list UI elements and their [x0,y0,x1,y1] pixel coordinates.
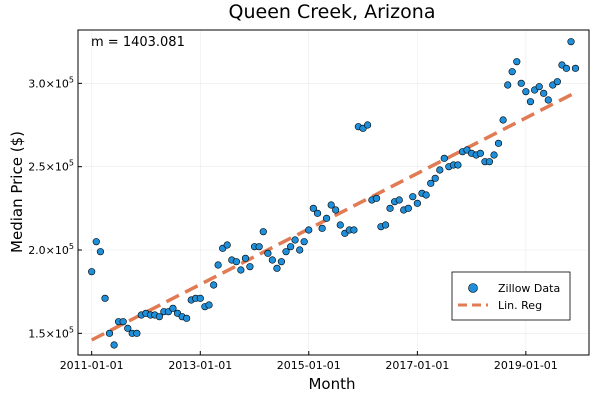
plot-frame [77,29,590,356]
data-point [232,258,240,266]
data-point [223,241,231,249]
data-point [277,258,286,266]
data-point [305,226,313,234]
data-point [332,206,340,214]
x-tick-label: 2011-01-01 [60,359,124,372]
data-point [155,313,164,321]
data-point [350,226,358,234]
y-tick-label: 3.0×105 [28,75,74,90]
data-point [296,246,304,254]
data-points [88,38,580,349]
data-point [300,238,308,246]
data-point [364,121,372,129]
data-point [513,58,521,66]
data-point [381,221,390,229]
data-point [169,304,177,312]
y-axis-ticks: 1.5×105 2.0×105 2.5×105 3.0×105 [28,75,82,340]
data-point [409,193,417,201]
data-point [318,224,326,232]
data-point [508,68,516,76]
slope-annotation: m = 1403.081 [91,35,185,50]
data-point [237,266,245,274]
data-point [413,199,421,207]
data-point [427,179,435,187]
y-tick-label: 2.5×105 [28,159,74,174]
chart-title: Queen Creek, Arizona [229,1,436,23]
x-tick-label: 2015-01-01 [277,359,341,372]
y-axis-label: Median Price ($) [8,131,26,253]
regression-lines [90,90,577,342]
data-point [553,78,561,86]
data-point [255,243,263,251]
data-point [522,88,530,96]
x-axis-ticks: 2011-01-01 2013-01-01 2015-01-01 2017-01-01… [60,351,558,372]
data-point [88,268,96,276]
data-point [504,81,512,89]
x-tick-label: 2019-01-01 [494,359,558,372]
legend-label: Zillow Data [498,282,560,295]
legend: Zillow Data Lin. Reg [451,271,571,321]
data-point [124,324,132,332]
data-point [259,228,267,236]
data-point [196,294,204,302]
data-point [372,194,381,202]
data-point [282,248,290,256]
data-point [210,281,218,289]
data-point [92,238,100,246]
data-point [485,158,494,166]
data-point [404,204,412,212]
x-tick-label: 2013-01-01 [168,359,232,372]
data-point [119,318,127,326]
grid [78,30,589,355]
data-point [476,149,484,157]
data-point [431,174,439,182]
data-point [490,151,498,159]
data-point [526,98,535,106]
data-point [322,214,331,222]
data-point [436,166,444,174]
data-point [454,161,462,169]
data-point [499,116,507,124]
data-point [291,236,299,244]
data-point [133,329,141,337]
data-point [101,294,109,302]
data-point [205,301,213,309]
data-point [567,38,575,46]
data-point [183,314,191,322]
regression-line [90,90,577,342]
data-point [544,96,552,104]
legend-label: Lin. Reg [498,299,542,312]
x-axis-label: Month [308,375,355,393]
data-point [422,191,430,199]
data-point [241,254,250,262]
data-point [264,249,272,257]
data-point [287,243,295,251]
data-point [395,196,403,204]
data-point [105,329,114,337]
data-point [96,248,105,256]
y-tick-label: 2.0×105 [28,242,74,257]
data-point [440,154,448,162]
data-point [517,79,525,87]
data-point [214,261,222,269]
data-point [336,221,344,229]
data-point [110,341,118,349]
x-tick-label: 2017-01-01 [385,359,449,372]
legend-point-swatch [468,283,478,293]
data-point [309,204,317,212]
data-point [327,201,335,209]
data-point [571,64,580,72]
data-point [535,83,543,91]
data-point [246,263,254,271]
data-point [386,204,394,212]
data-point [562,64,571,72]
data-point [273,264,281,272]
data-point [313,209,322,217]
y-tick-label: 1.5×105 [28,325,74,340]
data-point [268,256,276,264]
legend-box [451,271,571,321]
data-point [540,89,548,97]
data-point [494,139,503,147]
